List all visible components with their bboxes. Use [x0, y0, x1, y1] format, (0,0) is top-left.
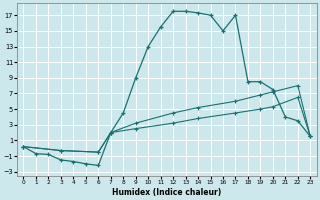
X-axis label: Humidex (Indice chaleur): Humidex (Indice chaleur) [112, 188, 221, 197]
